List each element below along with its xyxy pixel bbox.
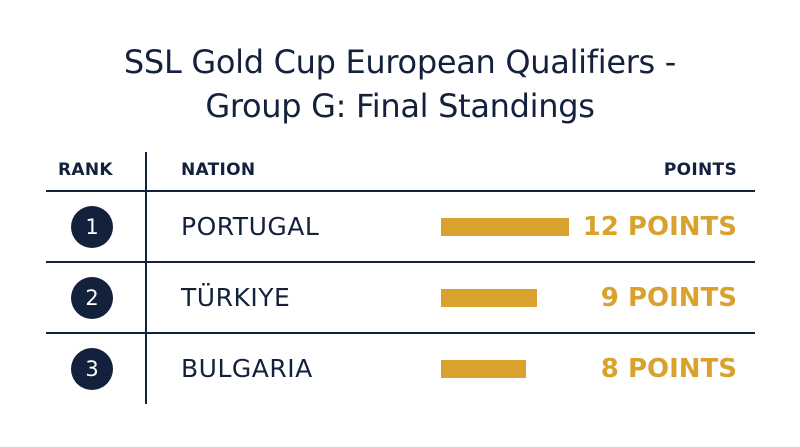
row-divider-1 bbox=[46, 261, 755, 263]
points-header: POINTS bbox=[663, 160, 737, 180]
chart-title: SSL Gold Cup European Qualifiers - Group… bbox=[0, 40, 800, 128]
points-label: 8 POINTS bbox=[600, 354, 737, 384]
points-label: 9 POINTS bbox=[600, 283, 737, 313]
column-divider bbox=[145, 152, 147, 404]
title-line-1: SSL Gold Cup European Qualifiers - bbox=[123, 43, 677, 81]
nation-label: TÜRKIYE bbox=[181, 283, 291, 312]
rank-badge: 2 bbox=[71, 277, 113, 319]
row-divider-2 bbox=[46, 332, 755, 334]
nation-label: PORTUGAL bbox=[181, 212, 320, 241]
standings-row: 2 TÜRKIYE 9 POINTS bbox=[0, 263, 800, 333]
points-bar bbox=[441, 360, 526, 378]
rank-header: RANK bbox=[58, 160, 113, 180]
standings-row: 1 PORTUGAL 12 POINTS bbox=[0, 192, 800, 262]
nation-label: BULGARIA bbox=[181, 354, 313, 383]
rank-badge: 3 bbox=[71, 348, 113, 390]
header-divider bbox=[46, 190, 755, 192]
points-bar bbox=[441, 218, 569, 236]
nation-header: NATION bbox=[181, 160, 256, 180]
title-line-2: Group G: Final Standings bbox=[205, 87, 595, 125]
points-bar bbox=[441, 289, 537, 307]
standings-row: 3 BULGARIA 8 POINTS bbox=[0, 334, 800, 404]
rank-badge: 1 bbox=[71, 206, 113, 248]
points-label: 12 POINTS bbox=[582, 212, 737, 242]
